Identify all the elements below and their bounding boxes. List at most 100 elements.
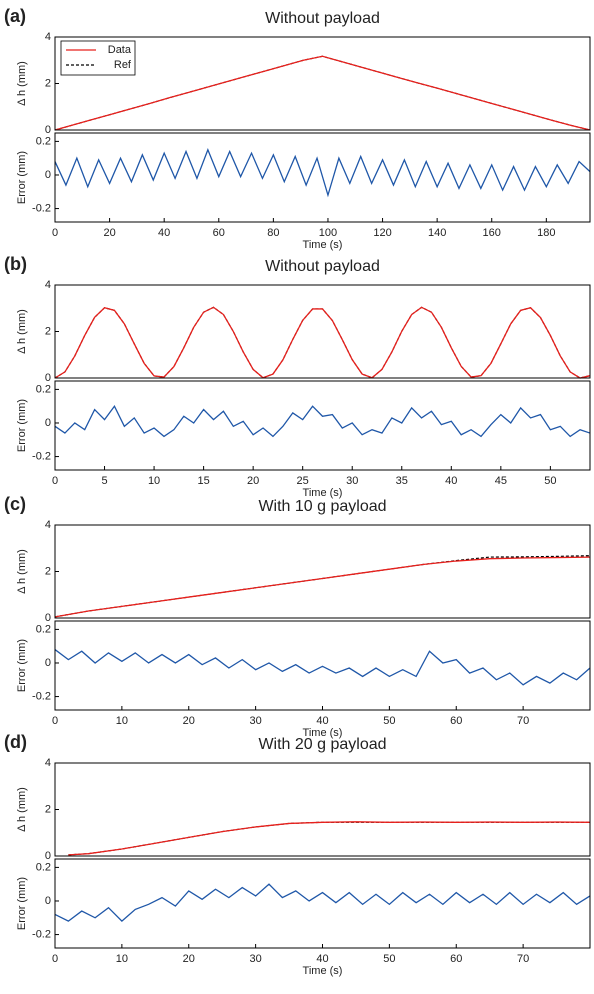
data-line bbox=[54, 148, 591, 198]
x-tick-label: 20 bbox=[247, 475, 259, 487]
panel-label: (c) bbox=[4, 494, 26, 514]
y-tick-label: 0.2 bbox=[36, 135, 51, 147]
x-tick-label: 0 bbox=[52, 715, 58, 727]
x-tick-label: 50 bbox=[383, 715, 395, 727]
x-tick-label: 60 bbox=[450, 953, 462, 965]
data-line bbox=[54, 556, 591, 618]
x-tick-label: 70 bbox=[517, 953, 529, 965]
x-axis-label: Time (s) bbox=[303, 965, 343, 977]
y-tick-label: 0 bbox=[45, 850, 51, 862]
y-tick-label: 0.2 bbox=[36, 861, 51, 873]
y-tick-label: 4 bbox=[45, 519, 51, 531]
x-tick-label: 0 bbox=[52, 953, 58, 965]
y-tick-label: 2 bbox=[45, 77, 51, 89]
y-tick-label: -0.2 bbox=[32, 690, 51, 702]
x-tick-label: 35 bbox=[396, 475, 408, 487]
y-tick-label: 0 bbox=[45, 895, 51, 907]
data-line bbox=[54, 883, 591, 923]
x-tick-label: 50 bbox=[544, 475, 556, 487]
plot-area bbox=[55, 763, 590, 856]
y-tick-label: 2 bbox=[45, 325, 51, 337]
x-tick-label: 120 bbox=[373, 227, 391, 239]
axes-frame bbox=[54, 858, 591, 949]
chart-title: Without payload bbox=[265, 10, 380, 27]
y-axis-label: Δ h (mm) bbox=[16, 309, 28, 354]
y-tick-label: 2 bbox=[45, 565, 51, 577]
x-tick-label: 140 bbox=[428, 227, 446, 239]
y-tick-label: 0 bbox=[45, 169, 51, 181]
y-tick-label: 0 bbox=[45, 417, 51, 429]
y-tick-label: 4 bbox=[45, 31, 51, 43]
data-line bbox=[54, 306, 591, 379]
x-tick-label: 10 bbox=[116, 953, 128, 965]
x-axis-label: Time (s) bbox=[303, 727, 343, 739]
legend-label: Ref bbox=[114, 59, 132, 71]
axes-frame bbox=[54, 132, 591, 223]
data-line bbox=[54, 404, 591, 438]
y-tick-label: 0 bbox=[45, 124, 51, 136]
x-tick-label: 40 bbox=[316, 715, 328, 727]
plot-area bbox=[55, 37, 590, 130]
x-tick-label: 40 bbox=[158, 227, 170, 239]
y-tick-label: 4 bbox=[45, 757, 51, 769]
axes-frame bbox=[54, 620, 591, 711]
chart-title: With 20 g payload bbox=[258, 736, 386, 753]
data-line bbox=[54, 649, 591, 686]
data-line bbox=[54, 55, 591, 131]
x-tick-label: 20 bbox=[103, 227, 115, 239]
y-tick-label: 4 bbox=[45, 279, 51, 291]
x-tick-label: 60 bbox=[450, 715, 462, 727]
plot-area bbox=[55, 381, 590, 470]
chart-title: Without payload bbox=[265, 258, 380, 275]
y-tick-label: 0 bbox=[45, 612, 51, 624]
x-tick-label: 100 bbox=[319, 227, 337, 239]
x-tick-label: 45 bbox=[495, 475, 507, 487]
panel-label: (b) bbox=[4, 254, 27, 274]
x-tick-label: 0 bbox=[52, 227, 58, 239]
x-tick-label: 20 bbox=[183, 953, 195, 965]
x-tick-label: 40 bbox=[316, 953, 328, 965]
panel-label: (d) bbox=[4, 732, 27, 752]
panel-label: (a) bbox=[4, 6, 26, 26]
x-tick-label: 10 bbox=[116, 715, 128, 727]
y-axis-label: Δ h (mm) bbox=[16, 787, 28, 832]
y-tick-label: 2 bbox=[45, 803, 51, 815]
legend-box bbox=[60, 40, 136, 76]
x-tick-label: 15 bbox=[197, 475, 209, 487]
y-axis-label: Δ h (mm) bbox=[16, 61, 28, 106]
plot-area bbox=[55, 621, 590, 710]
x-tick-label: 50 bbox=[383, 953, 395, 965]
axes-frame bbox=[54, 284, 591, 379]
x-tick-label: 70 bbox=[517, 715, 529, 727]
x-axis-label: Time (s) bbox=[303, 487, 343, 499]
y-tick-label: -0.2 bbox=[32, 928, 51, 940]
y-tick-label: 0 bbox=[45, 372, 51, 384]
x-tick-label: 180 bbox=[537, 227, 555, 239]
axes-frame bbox=[54, 380, 591, 471]
y-tick-label: 0 bbox=[45, 657, 51, 669]
plot-area bbox=[55, 525, 590, 618]
y-tick-label: -0.2 bbox=[32, 450, 51, 462]
y-axis-label: Error (mm) bbox=[16, 877, 28, 930]
x-tick-label: 5 bbox=[101, 475, 107, 487]
chart-title: With 10 g payload bbox=[258, 498, 386, 515]
x-tick-label: 30 bbox=[250, 715, 262, 727]
x-tick-label: 60 bbox=[213, 227, 225, 239]
y-axis-label: Error (mm) bbox=[16, 399, 28, 452]
x-tick-label: 0 bbox=[52, 475, 58, 487]
x-tick-label: 10 bbox=[148, 475, 160, 487]
x-tick-label: 25 bbox=[297, 475, 309, 487]
x-tick-label: 30 bbox=[250, 953, 262, 965]
y-tick-label: -0.2 bbox=[32, 202, 51, 214]
plot-area bbox=[55, 285, 590, 378]
x-tick-label: 80 bbox=[267, 227, 279, 239]
x-tick-label: 30 bbox=[346, 475, 358, 487]
y-axis-label: Δ h (mm) bbox=[16, 549, 28, 594]
data-line bbox=[68, 821, 591, 856]
axes-frame bbox=[54, 762, 591, 857]
x-tick-label: 20 bbox=[183, 715, 195, 727]
x-axis-label: Time (s) bbox=[303, 239, 343, 251]
axes-frame bbox=[54, 36, 591, 131]
plot-area bbox=[55, 859, 590, 948]
